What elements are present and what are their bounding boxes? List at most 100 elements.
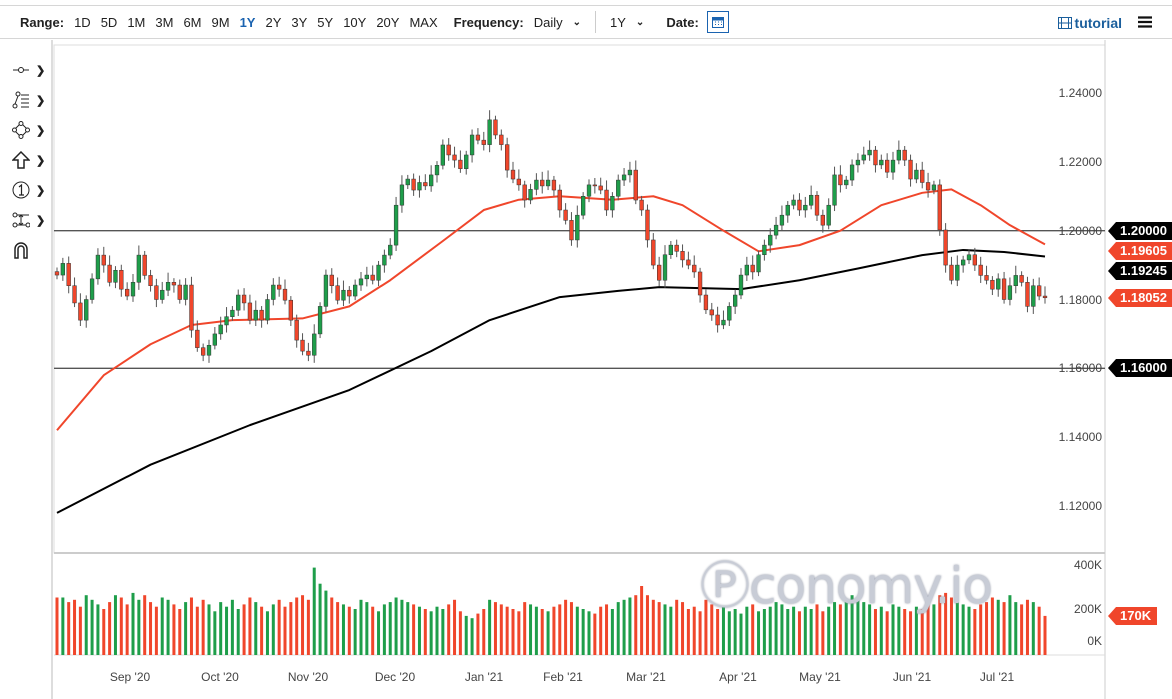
- drawing-tool-2[interactable]: ❯: [0, 115, 52, 145]
- candle-body: [393, 204, 399, 246]
- candle: [376, 260, 381, 287]
- volume-bar: [201, 599, 205, 655]
- candle: [160, 281, 165, 304]
- chevron-right-icon: ❯: [36, 214, 46, 227]
- candle-body: [323, 274, 329, 307]
- film-icon: [1057, 17, 1072, 29]
- candle-body: [809, 194, 814, 206]
- range-10y[interactable]: 10Y: [343, 14, 367, 30]
- candle: [317, 302, 323, 339]
- candle: [230, 306, 235, 321]
- period-select[interactable]: 1Y ⌄: [610, 15, 644, 30]
- volume-bar: [914, 606, 918, 655]
- candle: [183, 278, 188, 306]
- candle-body: [195, 329, 200, 348]
- candle: [253, 300, 258, 327]
- candle-body: [610, 196, 615, 211]
- volume-bar: [686, 609, 690, 655]
- candle: [236, 289, 241, 317]
- candle: [148, 269, 153, 292]
- drawing-tool-4[interactable]: ❯: [0, 175, 52, 205]
- range-2y[interactable]: 2Y: [265, 14, 282, 30]
- candle-body: [113, 269, 118, 283]
- range-6m[interactable]: 6M: [183, 14, 202, 30]
- candle-body: [990, 279, 995, 290]
- menu-button[interactable]: [1138, 15, 1152, 33]
- volume-bar: [277, 599, 281, 655]
- candle: [855, 153, 861, 173]
- candle: [358, 271, 364, 291]
- volume-bar: [815, 604, 819, 655]
- range-20y[interactable]: 20Y: [376, 14, 400, 30]
- volume-bar: [885, 611, 889, 655]
- candle-body: [382, 254, 387, 266]
- volume-bar: [903, 609, 907, 655]
- candle: [84, 295, 89, 328]
- volume-bar: [599, 606, 603, 655]
- candle: [1037, 277, 1042, 301]
- price-tag: 1.19245: [1108, 261, 1172, 280]
- range-3m[interactable]: 3M: [155, 14, 174, 30]
- calendar-button[interactable]: [706, 11, 729, 33]
- drawing-tool-5[interactable]: ❯: [0, 205, 52, 235]
- candle-body: [294, 319, 299, 341]
- candle-body: [569, 220, 574, 241]
- candle: [966, 249, 972, 265]
- range-max[interactable]: MAX: [409, 14, 438, 30]
- price-tag: 1.18052: [1108, 288, 1172, 307]
- drawing-tool-0[interactable]: ❯: [0, 55, 52, 85]
- volume-bar: [949, 597, 953, 655]
- tutorial-link[interactable]: tutorial: [1057, 15, 1122, 31]
- range-1y[interactable]: 1Y: [239, 14, 256, 30]
- volume-bar: [271, 604, 275, 655]
- range-3y[interactable]: 3Y: [291, 14, 308, 30]
- candle: [218, 316, 223, 340]
- volume-bar: [341, 604, 345, 655]
- candle: [639, 195, 644, 216]
- candle-body: [481, 139, 486, 145]
- candle-body: [411, 178, 416, 191]
- candle-body: [505, 144, 510, 171]
- range-5d[interactable]: 5D: [100, 14, 118, 30]
- candle-body: [849, 164, 855, 181]
- candle-body: [984, 275, 989, 281]
- candle-body: [756, 254, 761, 273]
- candle-body: [814, 194, 820, 216]
- candle-body: [592, 184, 597, 187]
- candle-body: [148, 275, 153, 286]
- range-1m[interactable]: 1M: [127, 14, 146, 30]
- candle: [423, 174, 428, 191]
- candle: [247, 294, 253, 325]
- volume-bar: [511, 609, 515, 655]
- volume-bar: [283, 606, 287, 655]
- volume-bar: [102, 609, 106, 655]
- candle: [277, 276, 282, 297]
- volume-bar: [371, 606, 375, 655]
- range-1d[interactable]: 1D: [74, 14, 91, 30]
- drawing-tool-6[interactable]: [0, 235, 52, 265]
- candle: [744, 256, 749, 281]
- volume-bar: [108, 602, 112, 655]
- drawing-tool-3[interactable]: ❯: [0, 145, 52, 175]
- volume-bar: [382, 604, 386, 655]
- drawing-tool-1[interactable]: ❯: [0, 85, 52, 115]
- volume-bar: [944, 592, 948, 655]
- volume-bar: [447, 604, 451, 655]
- frequency-select[interactable]: Daily ⌄: [534, 15, 581, 30]
- candle-body: [300, 339, 305, 352]
- volume-bar: [587, 611, 591, 655]
- candle: [300, 333, 305, 356]
- range-9m[interactable]: 9M: [211, 14, 230, 30]
- candle: [329, 268, 334, 294]
- volume-bar: [55, 597, 59, 655]
- volume-bar: [353, 609, 357, 655]
- range-5y[interactable]: 5Y: [317, 14, 334, 30]
- candle: [949, 256, 954, 285]
- candle: [78, 293, 83, 327]
- candle-body: [575, 214, 580, 241]
- candle-body: [996, 278, 1001, 290]
- candle: [908, 154, 913, 187]
- candle: [768, 228, 773, 253]
- candle: [662, 245, 668, 288]
